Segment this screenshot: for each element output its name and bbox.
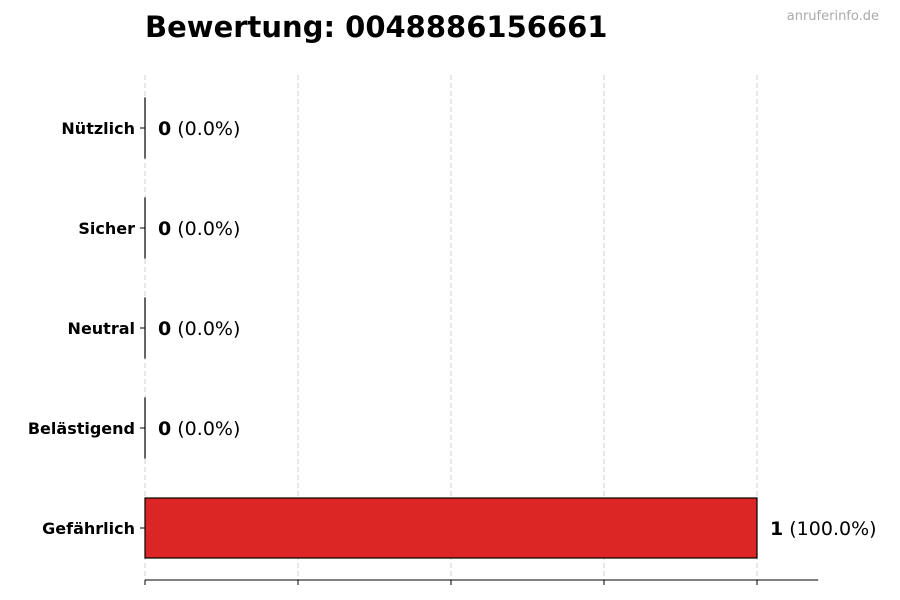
data-label: 0 (0.0%) — [158, 418, 240, 440]
data-label-count: 1 — [770, 518, 783, 540]
bar — [144, 497, 758, 559]
data-label-percent: (0.0%) — [171, 418, 240, 440]
category-label: Neutral — [68, 319, 135, 338]
watermark: anruferinfo.de — [786, 9, 879, 24]
data-label: 1 (100.0%) — [770, 518, 877, 540]
chart-title: Bewertung: 0048886156661 — [145, 10, 608, 44]
data-label-percent: (0.0%) — [171, 218, 240, 240]
data-label-percent: (0.0%) — [171, 318, 240, 340]
category-label: Gefährlich — [42, 519, 135, 538]
category-label: Belästigend — [28, 419, 135, 438]
category-label: Nützlich — [61, 119, 135, 138]
data-label-count: 0 — [158, 218, 171, 240]
category-label: Sicher — [78, 219, 135, 238]
data-label-count: 0 — [158, 118, 171, 140]
data-label-count: 0 — [158, 318, 171, 340]
data-label: 0 (0.0%) — [158, 218, 240, 240]
data-label-percent: (0.0%) — [171, 118, 240, 140]
data-label-count: 0 — [158, 418, 171, 440]
data-label-percent: (100.0%) — [783, 518, 876, 540]
data-label: 0 (0.0%) — [158, 118, 240, 140]
data-label: 0 (0.0%) — [158, 318, 240, 340]
